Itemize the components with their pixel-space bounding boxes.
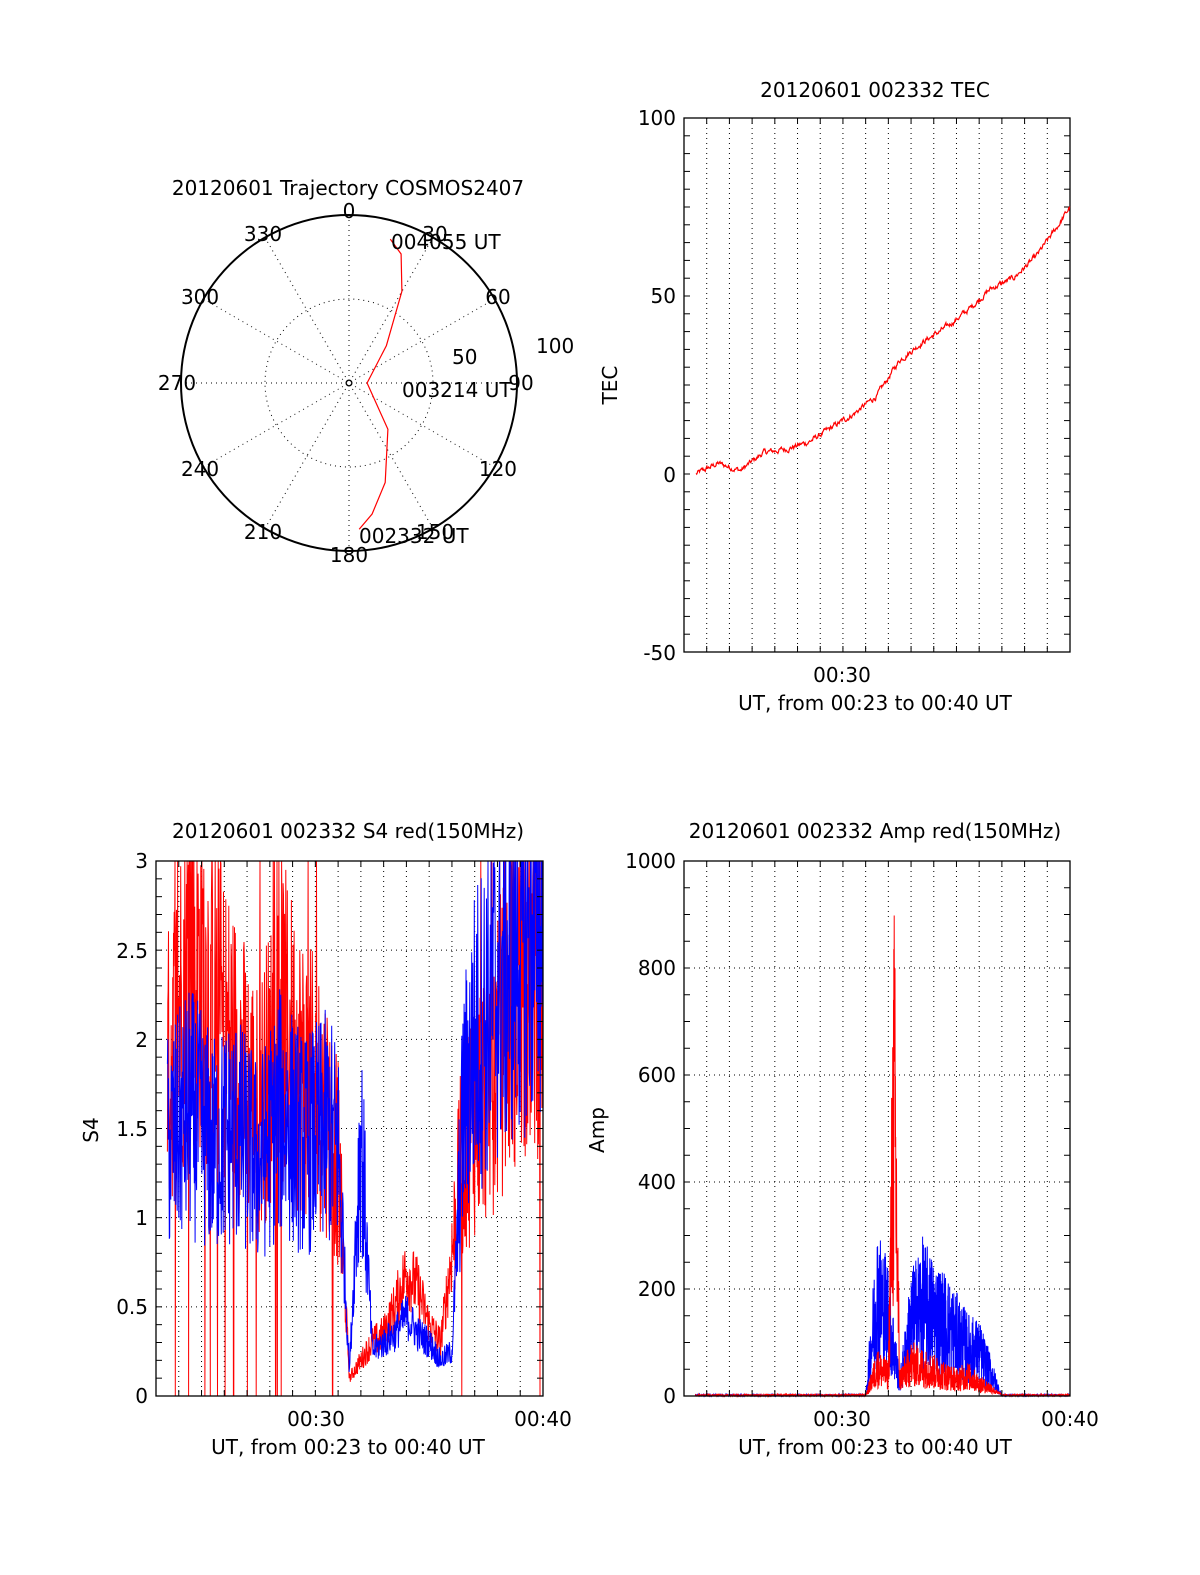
amp-ylabel: Amp — [585, 1107, 609, 1153]
s4-blue-line — [166, 860, 544, 1373]
polar-azimuth-label: 270 — [158, 371, 196, 395]
polar-spoke — [264, 237, 434, 529]
s4-ytick-label: 3 — [135, 849, 148, 873]
tec-ylabel: TEC — [598, 366, 622, 406]
polar-azimuth-label: 90 — [508, 371, 533, 395]
tec-title: 20120601 002332 TEC — [760, 78, 990, 102]
polar-radial-label: 100 — [536, 334, 574, 358]
amp-panel: 20120601 002332 Amp red(150MHz) 1000 800… — [585, 819, 1099, 1459]
tec-grid — [706, 118, 1048, 652]
amp-title: 20120601 002332 Amp red(150MHz) — [689, 819, 1061, 843]
polar-grid — [181, 215, 517, 551]
amp-xlabel: UT, from 00:23 to 00:40 UT — [738, 1435, 1013, 1459]
amp-ytick-label: 200 — [638, 1277, 676, 1301]
s4-ytick-label: 0 — [135, 1384, 148, 1408]
polar-spoke — [203, 298, 495, 468]
amp-ytick-label: 800 — [638, 956, 676, 980]
tec-panel: 20120601 002332 TEC 100 50 0 -50 00:30 U… — [598, 78, 1071, 715]
s4-ylabel: S4 — [79, 1117, 103, 1142]
polar-azimuth-label: 30 — [422, 222, 447, 246]
amp-xtick-label: 00:40 — [1041, 1407, 1099, 1431]
amp-ytick-label: 400 — [638, 1170, 676, 1194]
s4-ytick-label: 1 — [135, 1206, 148, 1230]
amp-xtick-label: 00:30 — [813, 1407, 871, 1431]
polar-azimuth-label: 60 — [485, 285, 510, 309]
s4-ytick-label: 0.5 — [116, 1295, 148, 1319]
polar-azimuth-label: 0 — [343, 199, 356, 223]
polar-azimuth-label: 330 — [244, 222, 282, 246]
polar-title: 20120601 Trajectory COSMOS2407 — [172, 176, 524, 200]
amp-ytick-label: 1000 — [625, 849, 676, 873]
polar-azimuth-labels: 0 30 60 90 120 150 180 210 240 270 300 330 — [158, 199, 534, 567]
s4-xtick-label: 00:30 — [287, 1407, 345, 1431]
s4-blue-series — [166, 860, 544, 1373]
trajectory-mid-label: 003214 UT — [402, 378, 512, 402]
polar-azimuth-label: 180 — [330, 543, 368, 567]
amp-ytick-label: 0 — [663, 1384, 676, 1408]
amp-red-line — [694, 915, 1071, 1398]
polar-azimuth-label: 210 — [244, 520, 282, 544]
amp-minor-ticks — [684, 861, 1070, 1396]
s4-title: 20120601 002332 S4 red(150MHz) — [172, 819, 524, 843]
polar-radial-label: 50 — [452, 345, 477, 369]
s4-panel: 20120601 002332 S4 red(150MHz) 3 2.5 2 1… — [79, 819, 572, 1459]
s4-xtick-label: 00:40 — [514, 1407, 572, 1431]
polar-center — [345, 379, 353, 387]
s4-minor-ticks — [156, 861, 543, 1396]
tec-ytick-label: 0 — [663, 463, 676, 487]
s4-ytick-label: 1.5 — [116, 1117, 148, 1141]
amp-ytick-label: 600 — [638, 1063, 676, 1087]
tec-xlabel: UT, from 00:23 to 00:40 UT — [738, 691, 1013, 715]
polar-panel: 20120601 Trajectory COSMOS2407 0 30 60 90 12… — [158, 176, 574, 567]
polar-inner-ring — [264, 298, 434, 468]
polar-outer-ring — [180, 214, 518, 552]
tec-ytick-label: -50 — [643, 641, 676, 665]
s4-xlabel: UT, from 00:23 to 00:40 UT — [211, 1435, 486, 1459]
tec-ytick-label: 100 — [638, 106, 676, 130]
trajectory-end-label: 004055 UT — [391, 230, 501, 254]
s4-ytick-label: 2 — [135, 1028, 148, 1052]
tec-xtick-label: 00:30 — [813, 663, 871, 687]
polar-spoke — [264, 237, 434, 529]
trajectory-start-label: 002332 UT — [359, 524, 469, 548]
polar-azimuth-label: 150 — [416, 520, 454, 544]
s4-ytick-label: 2.5 — [116, 939, 148, 963]
polar-azimuth-label: 120 — [479, 457, 517, 481]
polar-azimuth-label: 240 — [181, 457, 219, 481]
amp-red-series — [694, 915, 1071, 1398]
polar-spoke — [203, 298, 495, 468]
tec-minor-ticks — [684, 118, 1070, 652]
polar-azimuth-label: 300 — [181, 285, 219, 309]
tec-series-line — [695, 206, 1071, 476]
tec-ytick-label: 50 — [651, 284, 676, 308]
trajectory-line — [358, 238, 403, 530]
tec-plot-frame — [683, 117, 1071, 653]
